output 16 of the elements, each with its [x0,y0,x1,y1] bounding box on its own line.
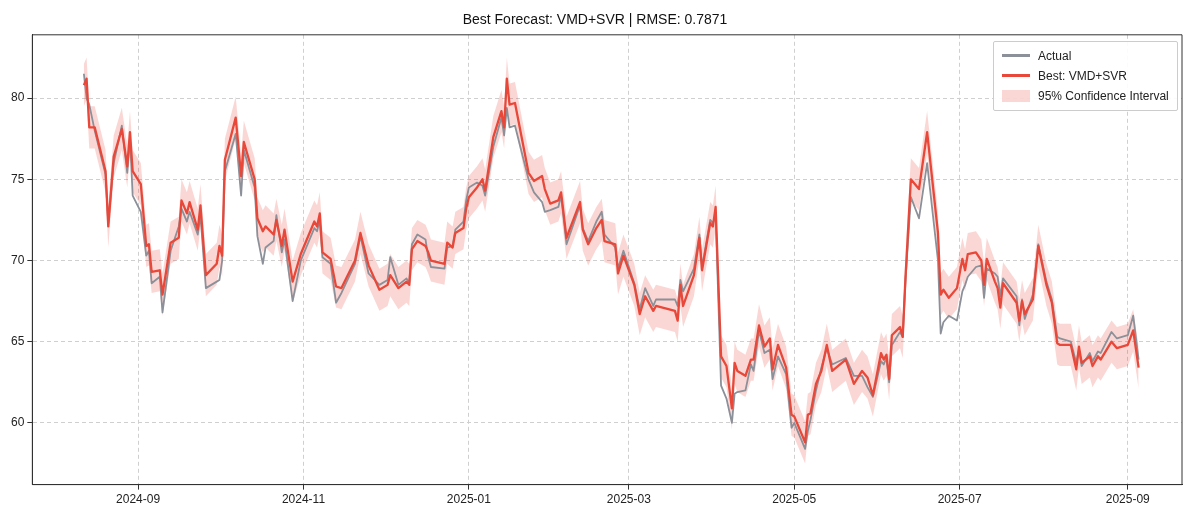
y-tick-label: 80 [10,90,25,105]
x-tick-label: 2024-09 [116,492,161,507]
y-tick-label: 70 [10,252,25,267]
x-tick-label: 2025-05 [772,492,817,507]
x-tick-label: 2025-07 [937,492,982,507]
x-tick-label: 2025-01 [446,492,492,507]
y-tick-label: 65 [10,334,25,349]
x-tick-label: 2025-03 [606,492,652,507]
annotation: 95% Confidence Interval [1038,88,1169,103]
x-tick-label: 2025-09 [1105,492,1151,507]
y-tick-label: 60 [10,415,25,430]
x-tick-label: 2024-11 [281,492,326,507]
legend-label: Actual [1038,48,1072,63]
y-tick-label: 75 [10,171,25,186]
legend-label: Best: VMD+SVR [1038,68,1128,83]
chart-title: Best Forecast: VMD+SVR | RMSE: 0.7871 [462,11,728,28]
